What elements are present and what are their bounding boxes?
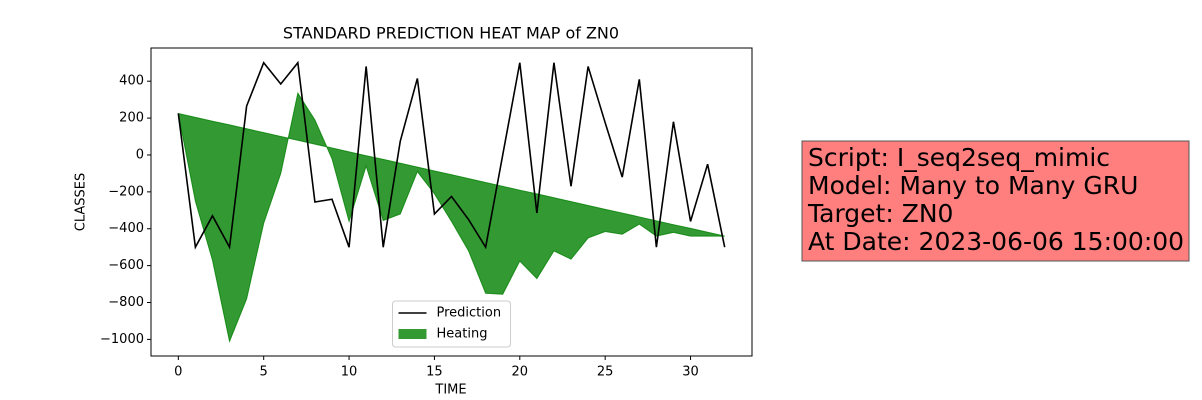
x-tick-label: 0 (174, 365, 182, 380)
annotation-line: Target: ZN0 (807, 199, 953, 228)
x-tick-label: 25 (597, 365, 614, 380)
annotation-line: Model: Many to Many GRU (808, 171, 1138, 200)
x-tick-label: 10 (341, 365, 358, 380)
annotation-line: At Date: 2023-06-06 15:00:00 (808, 227, 1184, 256)
y-tick-label: −1000 (100, 332, 144, 347)
y-tick-label: −200 (108, 184, 144, 199)
y-tick-label: −800 (108, 295, 144, 310)
y-tick-label: −400 (108, 221, 144, 236)
y-axis-label: CLASSES (74, 173, 89, 231)
plot-frame (150, 47, 753, 357)
legend-label: Heating (437, 327, 488, 342)
legend-swatch (398, 329, 427, 339)
x-tick-label: 20 (512, 365, 529, 380)
x-tick-label: 30 (682, 365, 699, 380)
prediction-line (177, 60, 726, 250)
y-tick-label: 200 (119, 111, 144, 126)
y-tick-label: −600 (108, 258, 144, 273)
annotation-box (801, 140, 1190, 262)
x-tick-label: 5 (260, 365, 268, 380)
annotation-line: Script: I_seq2seq_mimic (808, 143, 1110, 172)
legend-label: Prediction (437, 306, 502, 321)
y-tick-label: 400 (119, 74, 144, 89)
y-tick-label: 0 (136, 147, 144, 162)
chart-title: STANDARD PREDICTION HEAT MAP of ZN0 (283, 24, 619, 43)
x-tick-label: 15 (426, 365, 443, 380)
heating-area (177, 91, 725, 343)
x-axis-label: TIME (434, 383, 466, 398)
